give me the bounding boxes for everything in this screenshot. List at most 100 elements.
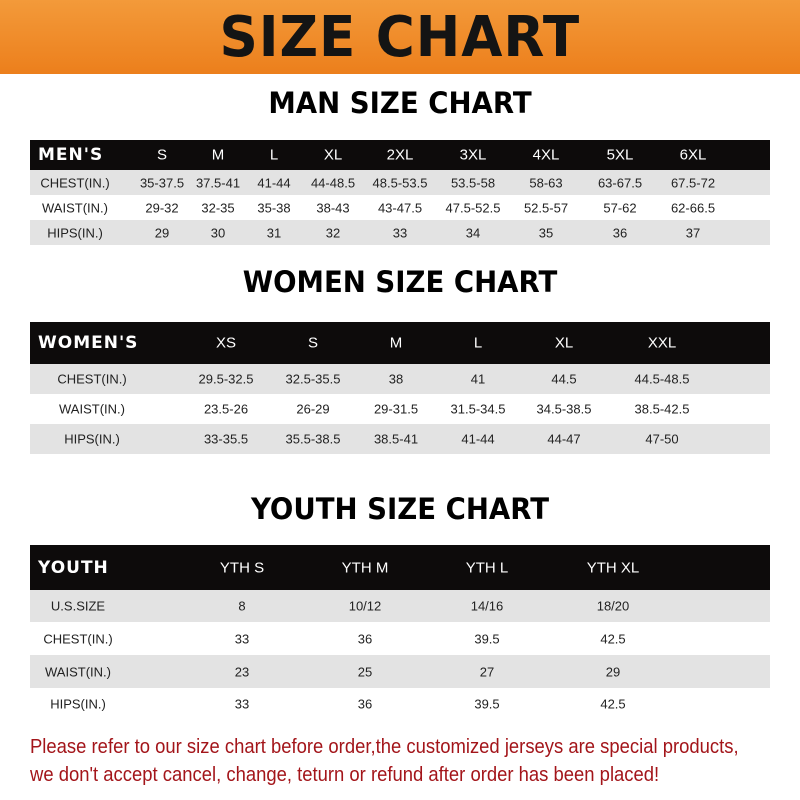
row-label: HIPS(IN.) xyxy=(50,696,106,712)
table-row: CHEST(IN.) 29.5-32.5 32.5-35.5 38 41 44.5 44.5… xyxy=(30,364,770,394)
table-row: HIPS(IN.) 33 36 39.5 42.5 xyxy=(30,688,770,720)
table-header-row: YOUTH YTH S YTH M YTH L YTH XL xyxy=(30,545,770,590)
table-cell: 32 xyxy=(325,225,341,240)
row-label: WAIST(IN.) xyxy=(59,401,125,417)
table-row: CHEST(IN.) 33 36 39.5 42.5 xyxy=(30,622,770,655)
table-cell: 10/12 xyxy=(348,598,382,614)
table-cell: M xyxy=(389,334,403,352)
table-cell: 42.5 xyxy=(600,631,626,646)
table-cell: 14/16 xyxy=(470,598,504,614)
table-cell: YTH L xyxy=(465,559,509,576)
table-cell: 6XL xyxy=(679,146,707,164)
table-cell: 2XL xyxy=(386,146,414,164)
table-cell: YTH M xyxy=(341,559,389,576)
table-cell: 4XL xyxy=(532,146,560,164)
table-cell: 62-66.5 xyxy=(670,200,716,215)
table-cell: 35-38 xyxy=(257,200,291,215)
row-label: U.S.SIZE xyxy=(50,598,106,614)
men-size-table: MEN'S S M L XL 2XL 3XL 4XL 5XL 6XL CHEST(IN.) 35-37… xyxy=(30,140,770,245)
row-label: WOMEN'S xyxy=(38,333,139,353)
table-cell: M xyxy=(211,146,225,164)
table-cell: YTH S xyxy=(219,559,265,576)
table-cell: 39.5 xyxy=(474,696,500,712)
table-cell: 34 xyxy=(465,225,481,240)
table-cell: 27 xyxy=(479,664,495,679)
table-cell: 38 xyxy=(388,371,404,387)
table-cell: 31 xyxy=(266,225,282,240)
table-cell: 38.5-41 xyxy=(373,431,419,447)
table-cell: 36 xyxy=(357,631,373,646)
table-cell: 33 xyxy=(392,225,408,240)
youth-size-table: YOUTH YTH S YTH M YTH L YTH XL U.S.SIZE 8 10/12… xyxy=(30,545,770,720)
row-label: CHEST(IN.) xyxy=(43,631,113,646)
table-cell: 44.5 xyxy=(551,371,577,387)
table-cell: 30 xyxy=(210,225,226,240)
table-cell: 26-29 xyxy=(296,401,330,417)
table-cell: 33 xyxy=(234,631,250,646)
table-cell: 37 xyxy=(685,225,701,240)
table-cell: 35.5-38.5 xyxy=(285,431,341,447)
row-label: HIPS(IN.) xyxy=(47,225,103,240)
table-cell: 33-35.5 xyxy=(203,431,249,447)
table-cell: 33 xyxy=(234,696,250,712)
table-cell: XL xyxy=(323,146,343,164)
table-cell: 41-44 xyxy=(461,431,495,447)
table-cell: 5XL xyxy=(606,146,634,164)
notice-line-1: Please refer to our size chart before or… xyxy=(30,735,739,758)
table-cell: 63-67.5 xyxy=(597,175,643,190)
table-cell: 48.5-53.5 xyxy=(372,175,428,190)
table-cell: 53.5-58 xyxy=(450,175,496,190)
table-cell: 8 xyxy=(238,598,246,614)
table-cell: 52.5-57 xyxy=(523,200,569,215)
table-cell: 29-32 xyxy=(145,200,179,215)
size-chart-banner: SIZE CHART xyxy=(0,0,800,74)
table-cell: 35 xyxy=(538,225,554,240)
table-cell: S xyxy=(156,146,168,164)
row-label: YOUTH xyxy=(38,557,109,578)
table-cell: 36 xyxy=(357,696,373,712)
table-cell: 29 xyxy=(154,225,170,240)
table-cell: 44.5-48.5 xyxy=(634,371,690,387)
table-cell: 41 xyxy=(470,371,486,387)
table-cell: 42.5 xyxy=(600,696,626,712)
table-cell: 29.5-32.5 xyxy=(198,371,254,387)
table-cell: XS xyxy=(215,334,237,352)
table-row: WAIST(IN.) 29-32 32-35 35-38 38-43 43-47.5 47.… xyxy=(30,195,770,220)
row-label: CHEST(IN.) xyxy=(40,175,110,190)
table-cell: 37.5-41 xyxy=(195,175,241,190)
women-size-table: WOMEN'S XS S M L XL XXL CHEST(IN.) 29.5-32.5 32.5… xyxy=(30,322,770,454)
table-cell: 58-63 xyxy=(529,175,563,190)
row-label: WAIST(IN.) xyxy=(42,200,108,215)
table-cell: 32.5-35.5 xyxy=(285,371,341,387)
row-label: WAIST(IN.) xyxy=(45,664,111,679)
men-section-title: MAN SIZE CHART xyxy=(268,86,532,120)
table-cell: 57-62 xyxy=(603,200,637,215)
row-label: MEN'S xyxy=(38,145,104,165)
table-cell: L xyxy=(269,146,279,164)
table-cell: 32-35 xyxy=(201,200,235,215)
table-cell: 29 xyxy=(605,664,621,679)
table-header-row: WOMEN'S XS S M L XL XXL xyxy=(30,322,770,364)
table-cell: 47-50 xyxy=(645,431,679,447)
table-cell: 29-31.5 xyxy=(373,401,419,417)
table-cell: 35-37.5 xyxy=(139,175,185,190)
table-cell: 47.5-52.5 xyxy=(445,200,501,215)
youth-section-title: YOUTH SIZE CHART xyxy=(250,492,550,526)
order-notice: Please refer to our size chart before or… xyxy=(30,733,739,789)
table-cell: 3XL xyxy=(459,146,487,164)
table-cell: S xyxy=(307,334,319,352)
table-cell: 23.5-26 xyxy=(203,401,249,417)
table-row: U.S.SIZE 8 10/12 14/16 18/20 xyxy=(30,590,770,622)
table-cell: 67.5-72 xyxy=(670,175,716,190)
banner-title: SIZE CHART xyxy=(219,4,581,70)
table-cell: 44-48.5 xyxy=(310,175,356,190)
table-cell: XXL xyxy=(647,334,677,352)
table-row: HIPS(IN.) 33-35.5 35.5-38.5 38.5-41 41-44 44-… xyxy=(30,424,770,454)
table-cell: 39.5 xyxy=(474,631,500,646)
table-cell: XL xyxy=(554,334,574,352)
table-cell: 25 xyxy=(357,664,373,679)
table-row: WAIST(IN.) 23 25 27 29 xyxy=(30,655,770,688)
table-cell: 43-47.5 xyxy=(377,200,423,215)
table-cell: 44-47 xyxy=(547,431,581,447)
table-row: HIPS(IN.) 29 30 31 32 33 34 35 36 37 xyxy=(30,220,770,245)
